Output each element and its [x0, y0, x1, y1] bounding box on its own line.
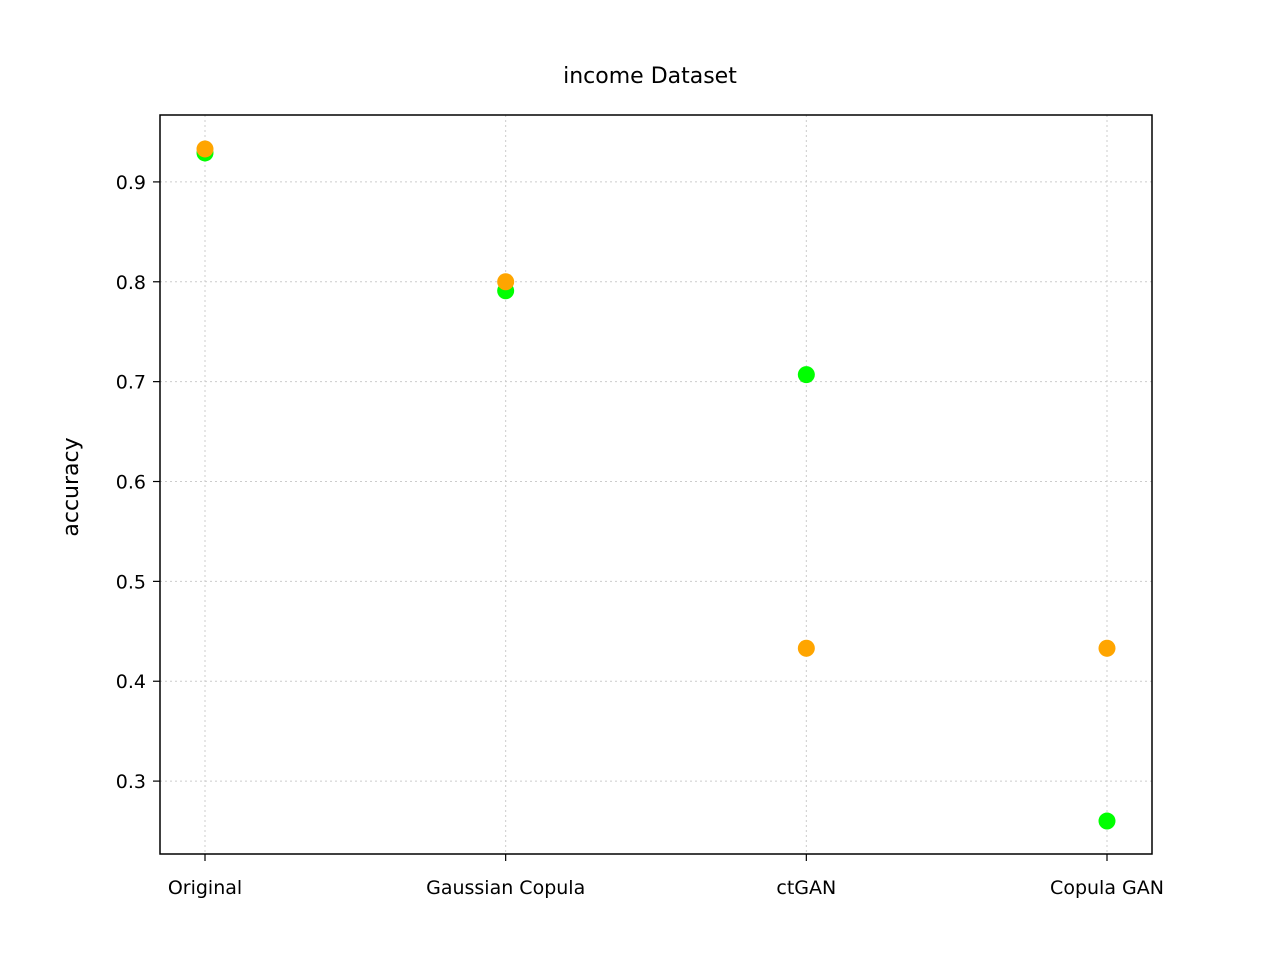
x-tick-label: Original: [168, 877, 242, 899]
data-point: [196, 140, 214, 158]
grid: [160, 115, 1152, 854]
data-point: [1098, 639, 1116, 657]
y-tick-label: 0.9: [116, 172, 146, 194]
plot-frame: [159, 114, 1153, 855]
y-tick-label: 0.5: [116, 571, 146, 593]
data-points: [196, 140, 1116, 830]
x-axis: Original Gaussian Copula ctGAN Copula GAN: [168, 854, 1164, 899]
x-tick-label: Gaussian Copula: [426, 877, 585, 899]
y-axis-label: accuracy: [59, 437, 84, 536]
y-axis: 0.3 0.4 0.5 0.6 0.7 0.8 0.9: [116, 172, 160, 793]
y-tick-label: 0.6: [116, 472, 146, 494]
y-tick-label: 0.3: [116, 771, 146, 793]
data-point: [797, 639, 815, 657]
x-tick-label: ctGAN: [776, 877, 836, 899]
y-tick-label: 0.8: [116, 272, 146, 294]
chart-title: income Dataset: [563, 64, 737, 89]
x-tick-label: Copula GAN: [1050, 877, 1164, 899]
data-point: [1098, 812, 1116, 830]
y-tick-label: 0.7: [116, 372, 146, 394]
data-point: [497, 273, 515, 291]
data-point: [797, 366, 815, 384]
y-tick-label: 0.4: [116, 671, 146, 693]
